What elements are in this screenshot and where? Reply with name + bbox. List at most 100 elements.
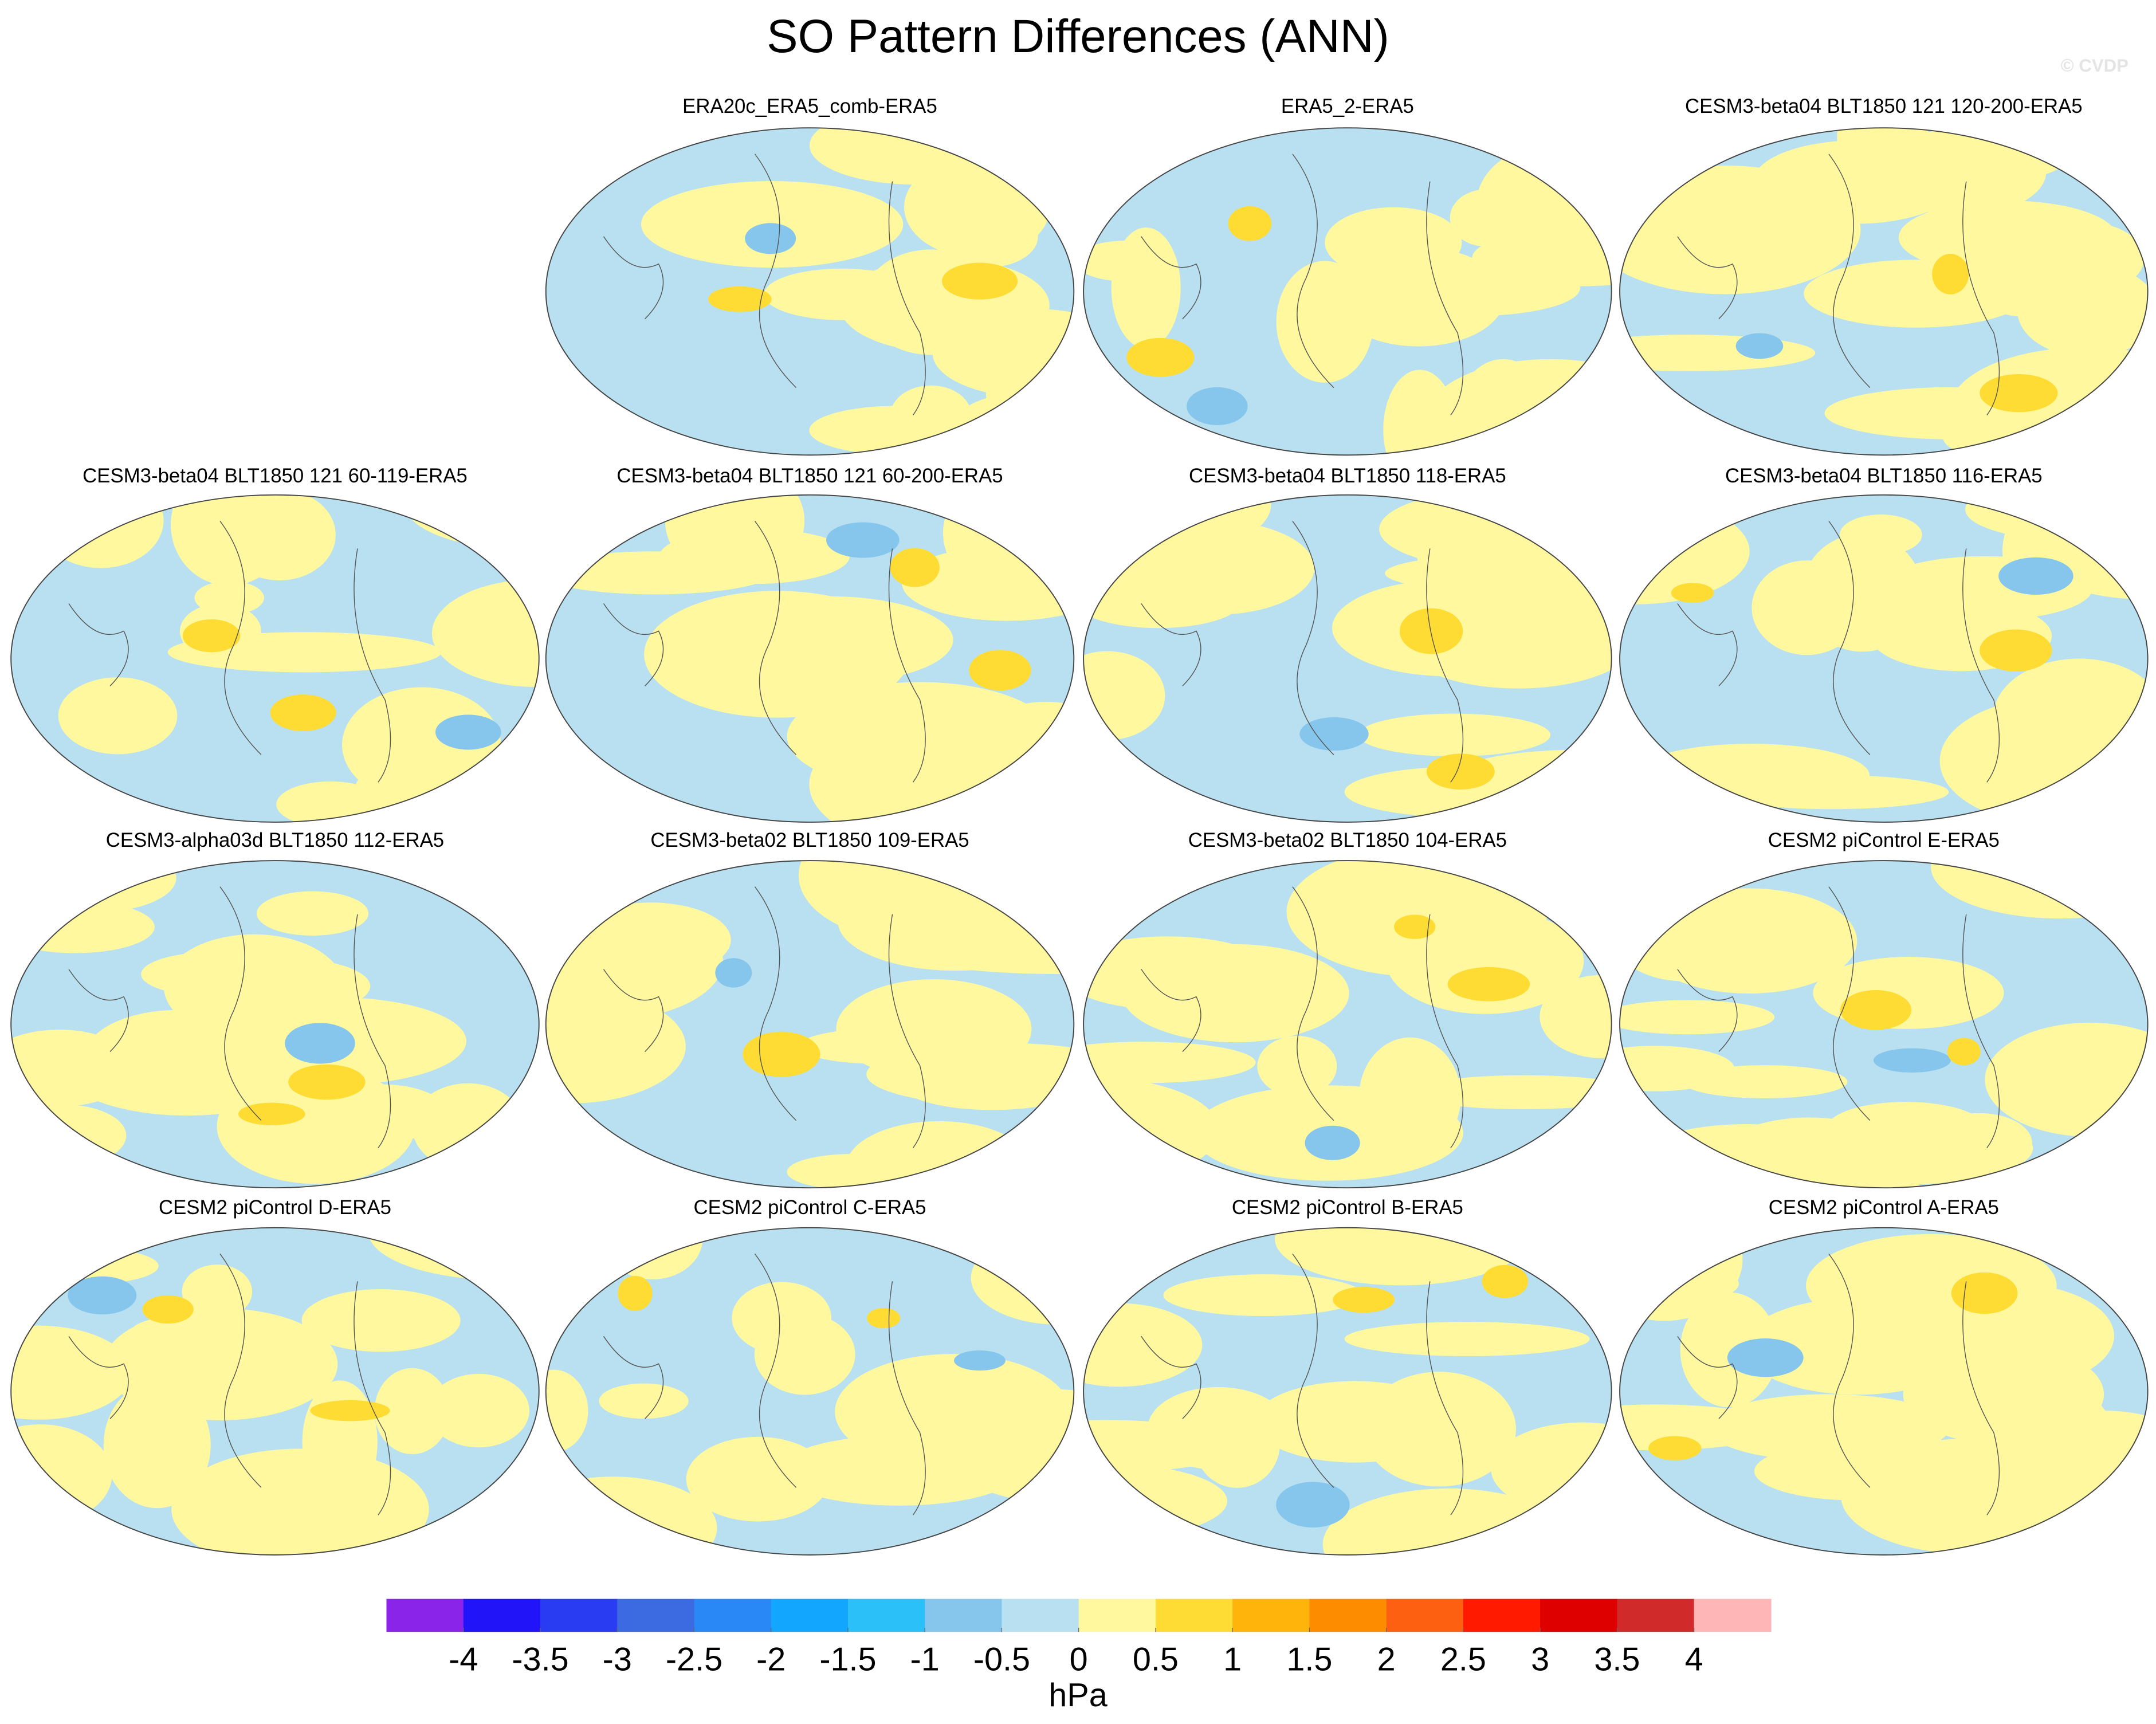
panel-title: CESM2 piControl D-ERA5 [159,1197,391,1219]
positive-region [1534,866,1612,903]
panel-title: CESM3-beta04 BLT1850 121 120-200-ERA5 [1685,96,2083,117]
positive-region [62,1020,312,1116]
panel-title: ERA20c_ERA5_comb-ERA5 [682,96,937,117]
colorbar-tick-label: 2.5 [1440,1641,1486,1678]
coastline [68,886,391,1149]
coastline [1677,886,2000,1149]
positive-region [1359,1037,1461,1156]
contour-region [715,958,752,988]
colorbar-tick-label: 0.5 [1133,1641,1179,1678]
contour-region [1187,387,1248,426]
coastline [1141,154,1464,416]
map-outline [1083,1227,1612,1556]
contour-region [1951,1272,2018,1314]
positive-region [704,596,953,684]
positive-region [194,581,264,615]
positive-region [599,1383,689,1419]
positive-region [1083,573,1243,629]
positive-region [1801,533,1923,652]
positive-region [1841,1438,2098,1554]
positive-region [545,989,686,1103]
positive-region [955,392,1074,455]
contour-region [1399,608,1463,654]
map [1620,128,2148,455]
colorbar-tick-label: -4 [449,1641,478,1678]
positive-region [11,861,176,913]
positive-region [368,1227,539,1281]
positive-region [809,406,984,455]
positive-region [1416,494,1511,608]
panel-title: ERA5_2-ERA5 [1281,96,1414,117]
positive-region [1111,227,1181,349]
map-outline [10,494,540,823]
positive-region [11,901,155,953]
colorbar-box [694,1599,772,1632]
positive-region [1083,651,1165,740]
colorbar-box [1540,1599,1618,1632]
contour-region [826,522,900,558]
positive-region [1680,1292,1778,1408]
contour-region [435,714,501,750]
positive-region [1083,936,1274,1010]
positive-region [171,494,288,586]
positive-region [1682,1065,1848,1098]
positive-region [301,1289,461,1352]
positive-region [276,781,385,822]
contour-region [1126,337,1195,377]
positive-region [798,861,1014,940]
panel-title: CESM3-beta04 BLT1850 116-ERA5 [1725,465,2043,487]
map-outline [545,860,1075,1189]
map [545,861,1074,1188]
colorbar-tick-label: -3.5 [512,1641,568,1678]
colorbar-tick-label: 0 [1070,1641,1088,1678]
map-outline [10,1227,540,1556]
panel-title: CESM3-beta04 BLT1850 121 60-119-ERA5 [83,465,468,487]
colorbar-tick-label: -2.5 [666,1641,722,1678]
positive-region [1943,411,2111,455]
map-outline [1083,860,1612,1189]
positive-region [302,1380,378,1504]
colorbar-box [463,1599,541,1632]
positive-region [1540,975,1612,1059]
map [1083,1227,1612,1555]
panel-title: CESM2 piControl C-ERA5 [694,1197,926,1219]
positive-region [2017,264,2148,358]
positive-region [1257,1036,1337,1097]
map [1620,1227,2148,1555]
panel-title: CESM3-beta02 BLT1850 109-ERA5 [650,830,969,851]
contour-region [68,1276,137,1315]
watermark: © CVDP [2061,56,2128,76]
positive-region [103,1381,211,1509]
map-outline [1619,494,2149,823]
contour-region [310,1400,390,1421]
contour-region [142,1295,194,1324]
positive-region [1545,494,1612,543]
contour-region [270,694,336,732]
colorbar-tick-label: -1.5 [819,1641,876,1678]
positive-region [1083,128,1222,156]
map-outline [545,127,1075,456]
positive-region [11,513,97,548]
positive-region [1083,1260,1127,1337]
panel-title: CESM2 piControl E-ERA5 [1768,830,2000,851]
positive-region [764,268,920,320]
contour-region [1482,1264,1529,1298]
positive-region [1804,260,2029,328]
contour-region [1980,374,2058,413]
contour-region [708,286,772,312]
positive-region [1903,1344,2104,1445]
positive-region [1083,494,1157,556]
panel-title: CESM3-beta04 BLT1850 118-ERA5 [1189,465,1506,487]
panel-title: CESM3-beta04 BLT1850 121 60-200-ERA5 [616,465,1003,487]
colorbar-box [1078,1599,1156,1632]
positive-region [11,1104,127,1167]
colorbar-tick-label: -0.5 [973,1641,1030,1678]
colorbar-box [771,1599,849,1632]
colorbar-box [1232,1599,1310,1632]
positive-region [1813,956,2004,1029]
coastline [603,886,926,1149]
panel-title: CESM3-beta02 BLT1850 104-ERA5 [1188,830,1507,851]
coastline [603,154,926,416]
colorbar-box [1694,1599,1772,1632]
positive-region [1276,261,1374,383]
